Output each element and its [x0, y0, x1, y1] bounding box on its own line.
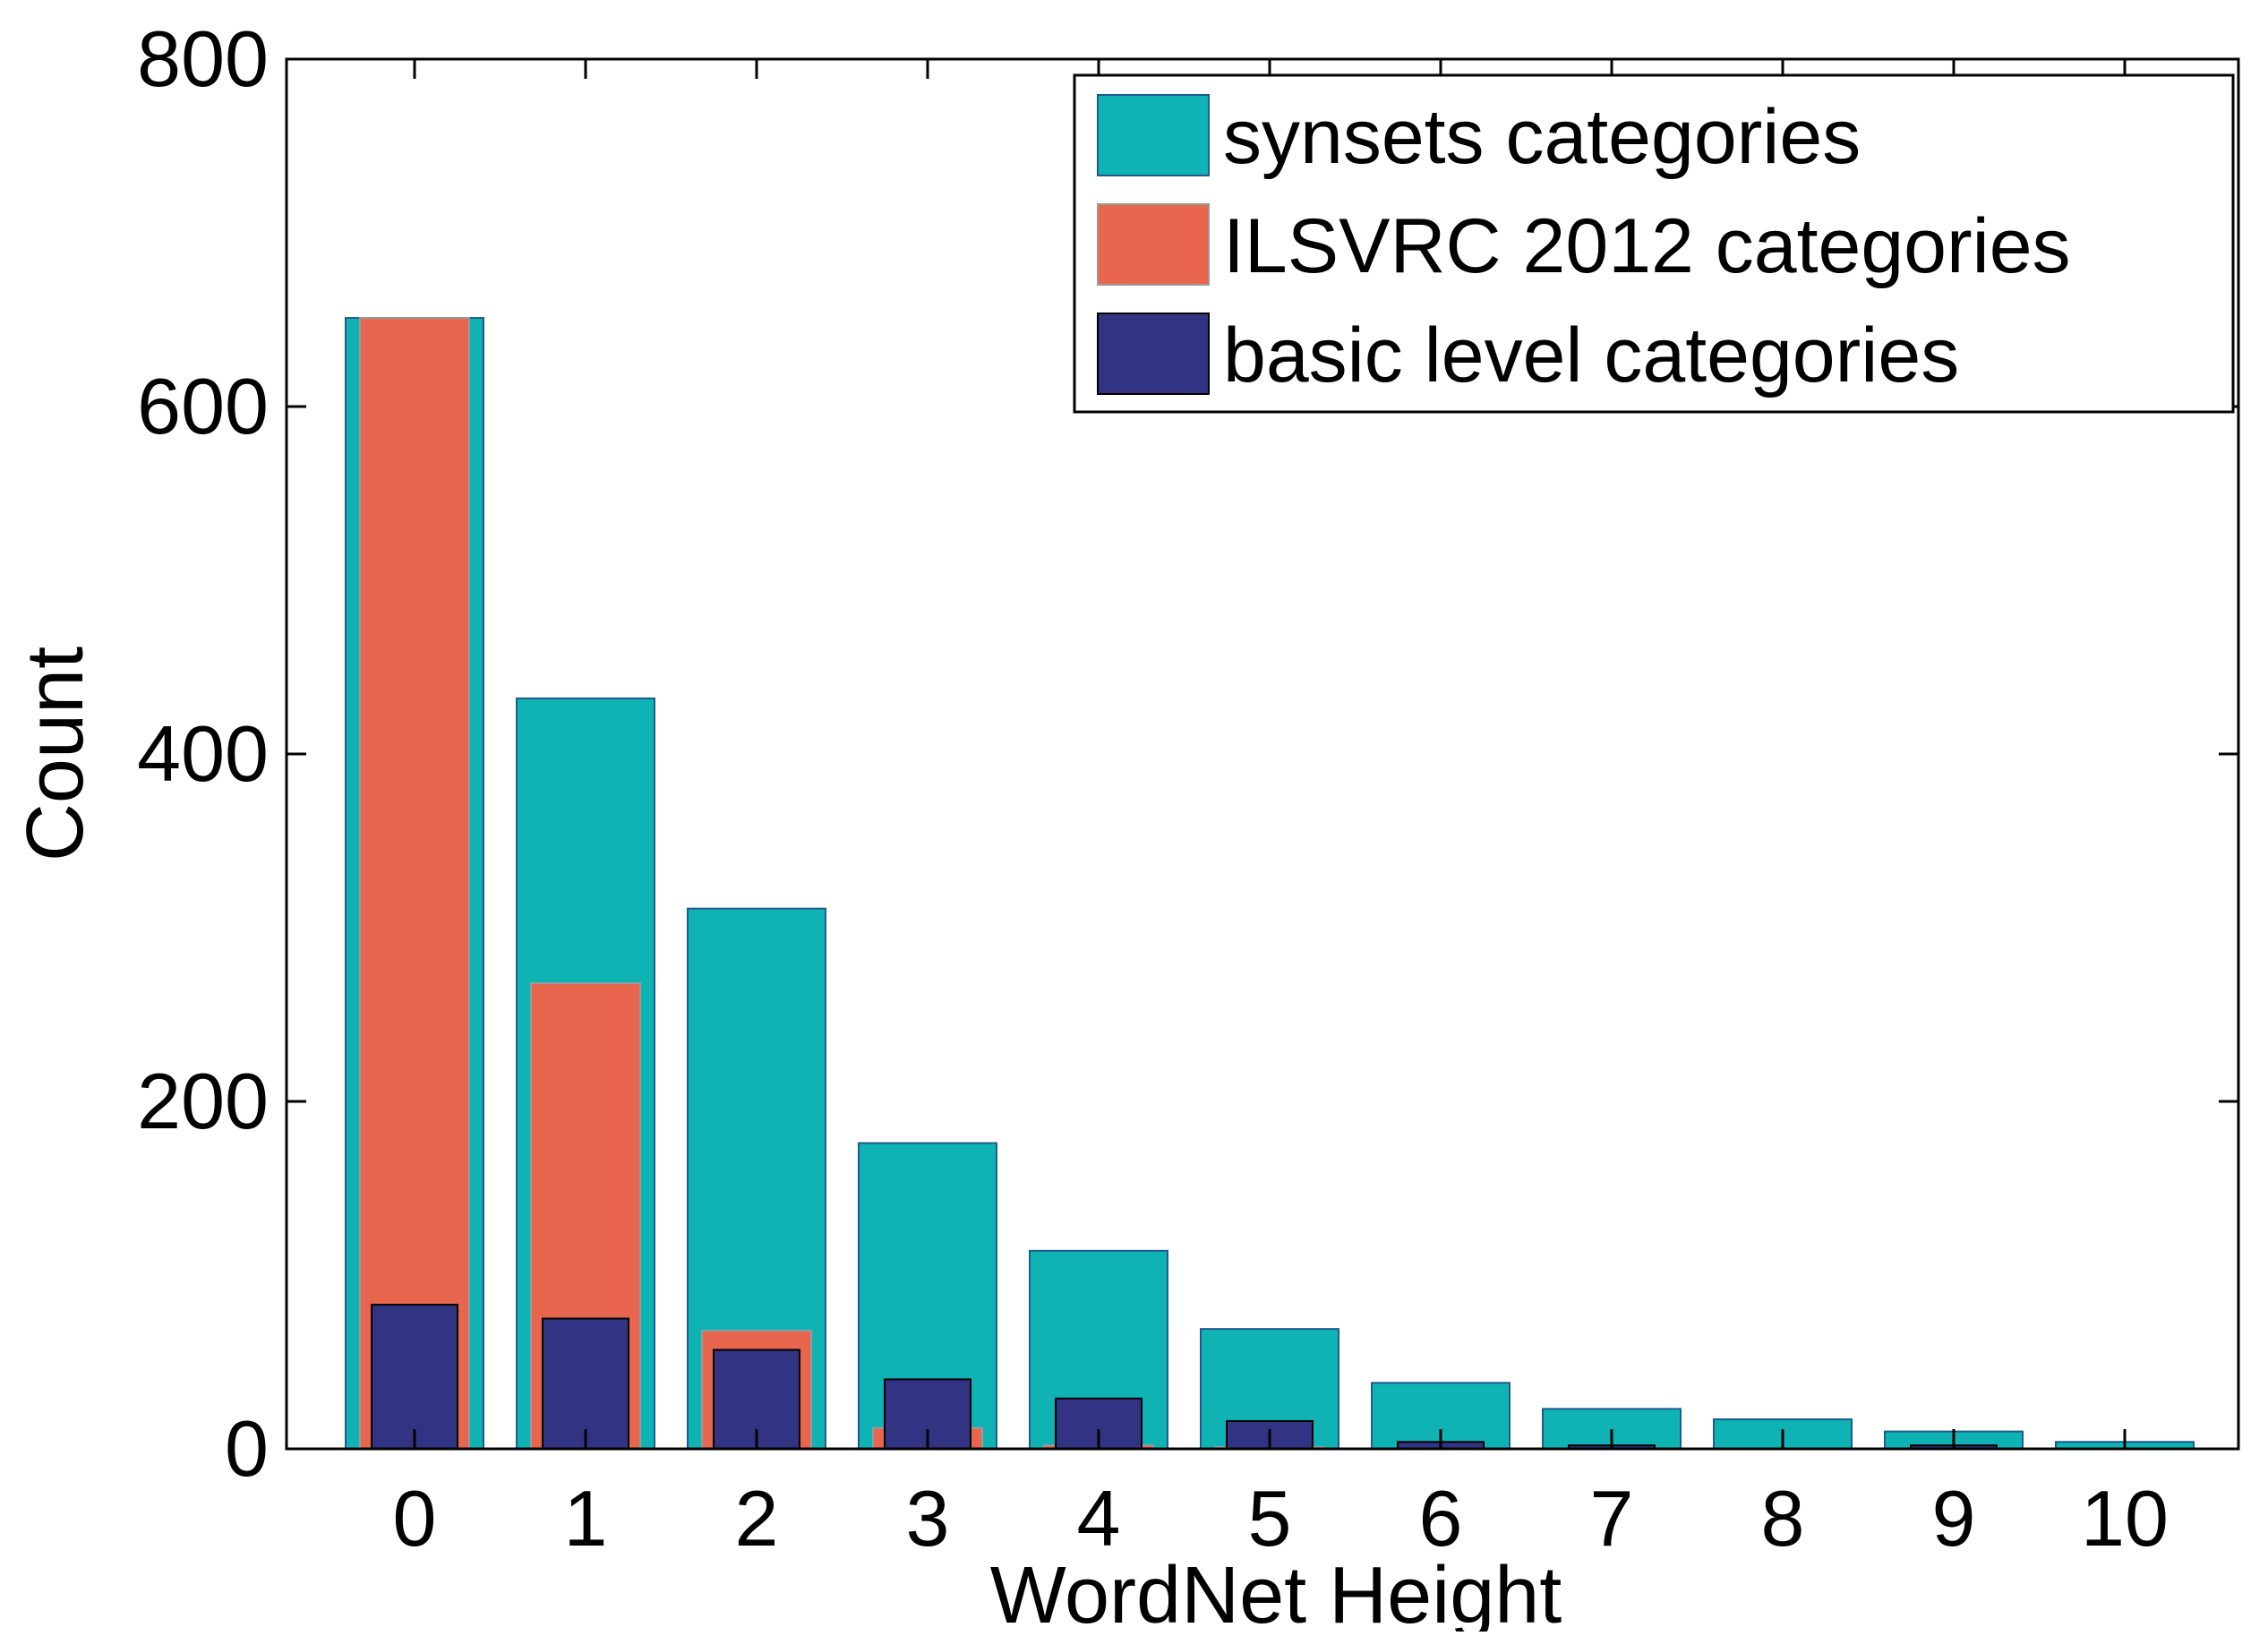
x-tick-label: 8: [1761, 1474, 1805, 1563]
x-tick-label: 9: [1932, 1474, 1976, 1563]
x-tick-label: 2: [735, 1474, 779, 1563]
y-axis-label: Count: [11, 647, 100, 861]
x-tick-label: 7: [1590, 1474, 1634, 1563]
ticks-layer: 0 200 400 600 800 0 1 2 3 4 5 6 7 8 9 10: [137, 14, 2238, 1563]
legend: synsets categories ILSVRC 2012 categories…: [1073, 73, 2235, 414]
y-tick-label: 600: [137, 362, 269, 450]
x-axis-label: WordNet Height: [990, 1551, 1562, 1632]
bar-ilsvrc2012-0: [359, 317, 470, 1450]
bar-basic-level-0: [371, 1303, 458, 1450]
y-tick-label: 200: [137, 1057, 269, 1145]
legend-swatch: [1097, 203, 1210, 286]
x-tick-label: 0: [393, 1474, 437, 1563]
y-tick-label: 800: [137, 14, 269, 103]
bars-layer: [345, 317, 2195, 1451]
legend-label: synsets categories: [1223, 94, 1861, 180]
x-tick-label: 10: [2081, 1474, 2169, 1563]
x-tick-label: 4: [1077, 1474, 1121, 1563]
y-tick-label: 400: [137, 709, 269, 798]
legend-label: basic level categories: [1223, 313, 1959, 398]
legend-swatch: [1097, 313, 1210, 395]
x-tick-label: 3: [906, 1474, 950, 1563]
legend-box: [1073, 73, 2235, 414]
legend-label: ILSVRC 2012 categories: [1223, 203, 2071, 289]
y-tick-label: 0: [225, 1404, 269, 1493]
x-tick-label: 5: [1248, 1474, 1292, 1563]
x-tick-label: 1: [564, 1474, 608, 1563]
legend-swatch: [1097, 94, 1210, 176]
x-tick-label: 6: [1419, 1474, 1463, 1563]
